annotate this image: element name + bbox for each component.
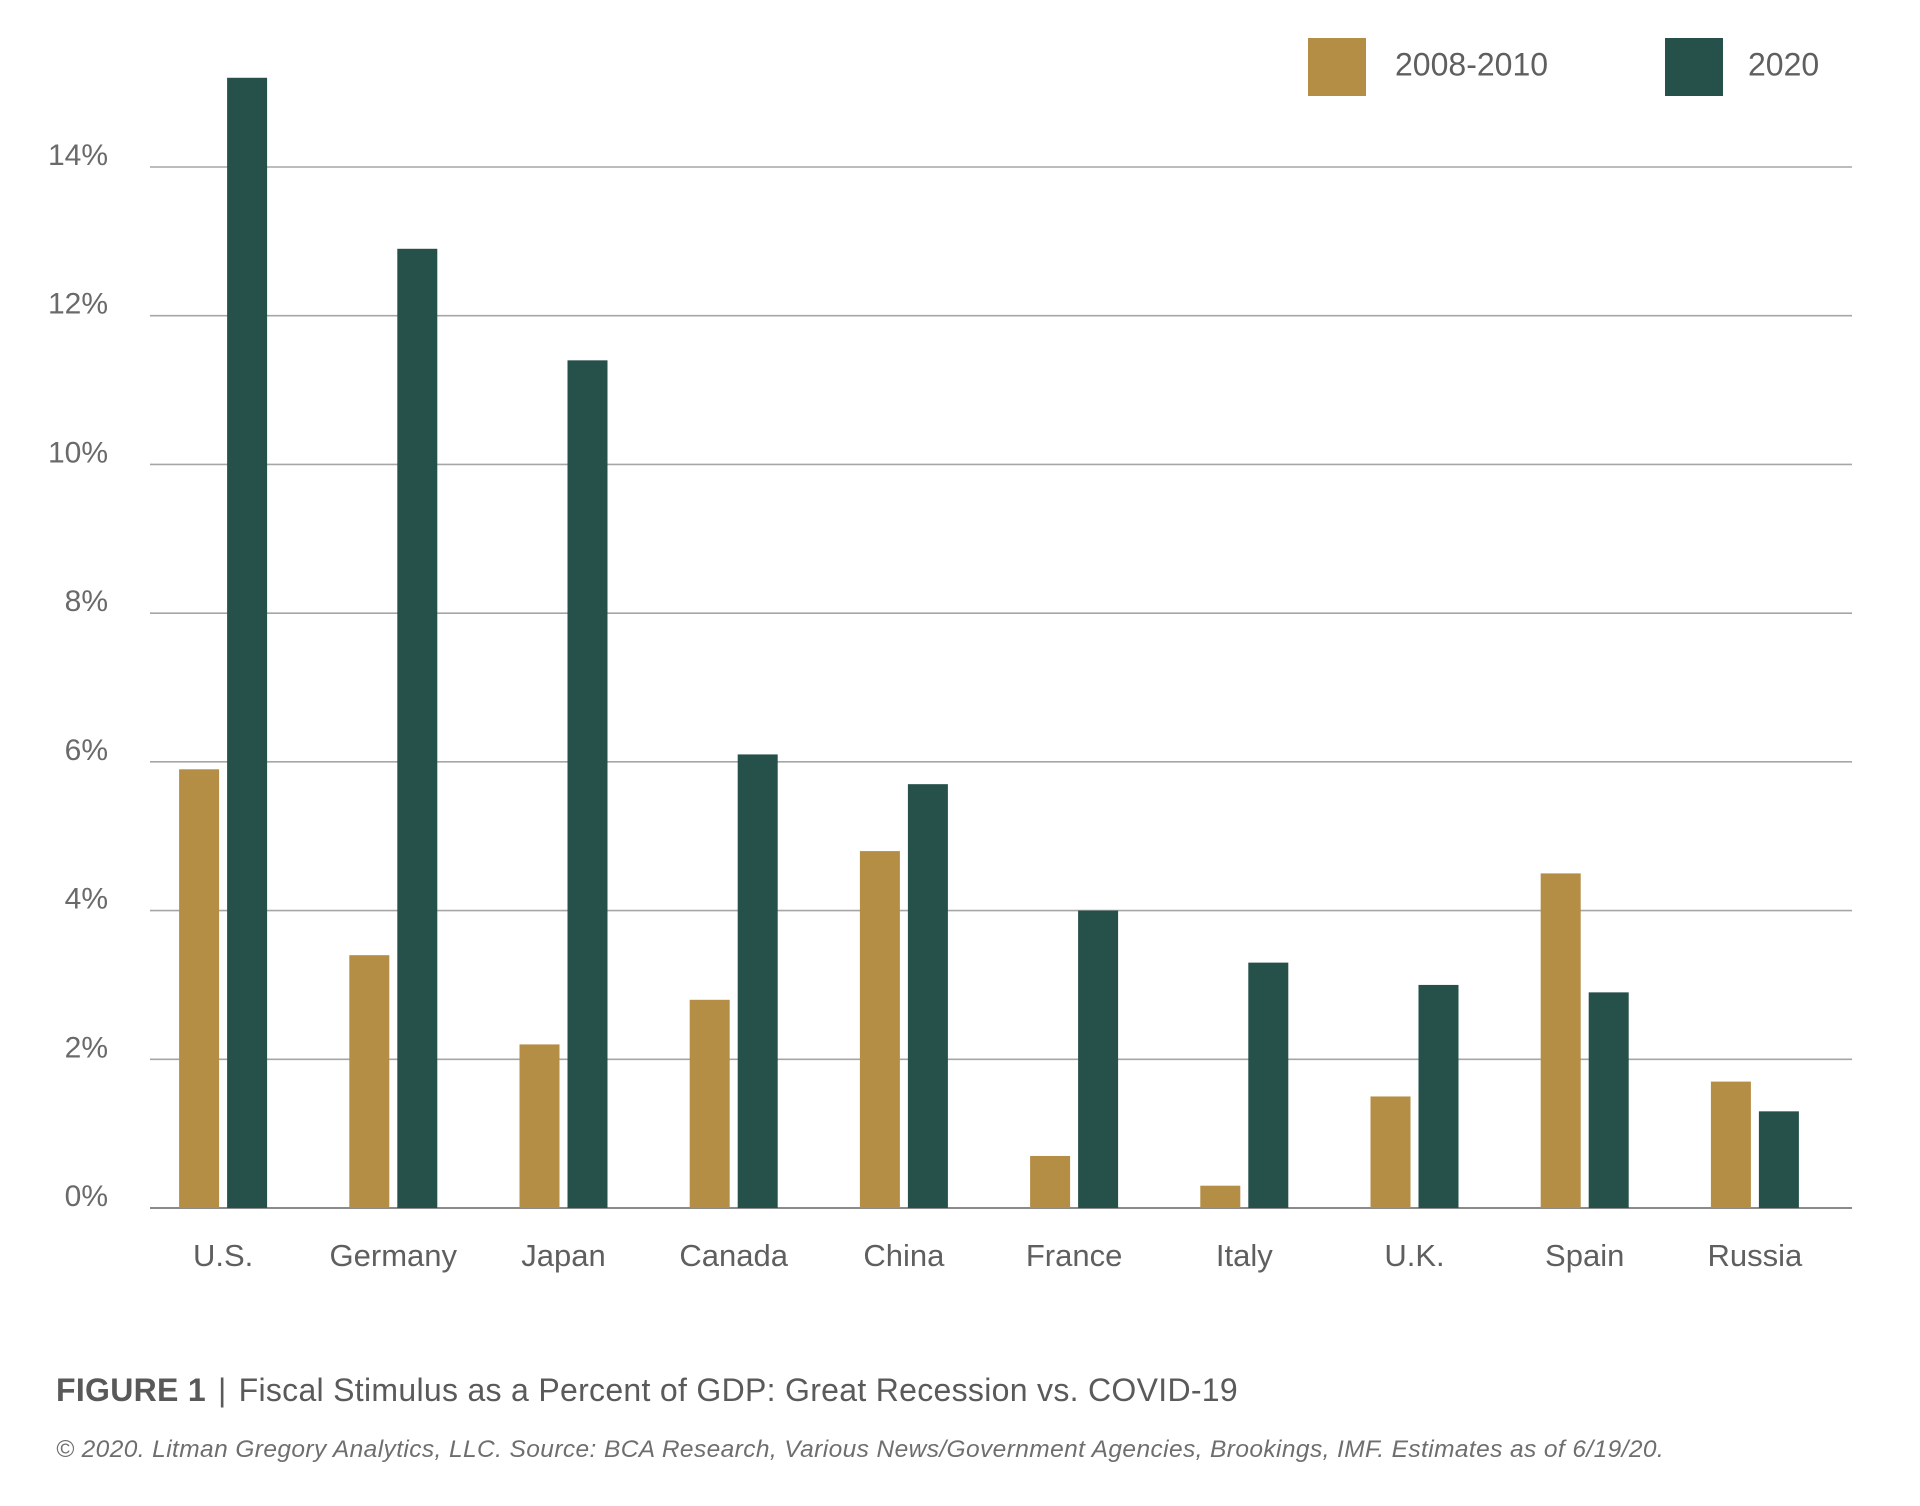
x-tick-label: U.S. bbox=[193, 1238, 253, 1273]
y-tick-label: 14% bbox=[48, 139, 108, 172]
legend-label: 2020 bbox=[1748, 46, 1819, 82]
bar-series2 bbox=[1078, 910, 1119, 1208]
figure-label: FIGURE 1 bbox=[56, 1372, 206, 1408]
legend-swatch bbox=[1308, 38, 1366, 96]
bar-series1 bbox=[689, 999, 730, 1208]
x-tick-label: Japan bbox=[521, 1238, 605, 1273]
legend-swatch bbox=[1665, 38, 1723, 96]
y-tick-label: 2% bbox=[65, 1031, 108, 1064]
bar-series2 bbox=[737, 754, 778, 1208]
bar-series1 bbox=[1200, 1185, 1241, 1208]
y-tick-label: 6% bbox=[65, 734, 108, 767]
x-tick-label: Spain bbox=[1545, 1238, 1624, 1273]
bar-series2 bbox=[397, 248, 438, 1209]
x-tick-label: Canada bbox=[679, 1238, 788, 1273]
bar-series1 bbox=[349, 955, 390, 1208]
bar-series2 bbox=[567, 360, 608, 1208]
bar-series1 bbox=[519, 1044, 560, 1208]
legend: 2008-2010 2020 bbox=[1308, 38, 1819, 96]
bars bbox=[179, 77, 1799, 1209]
bar-series1 bbox=[179, 769, 220, 1208]
x-tick-label: China bbox=[863, 1238, 945, 1273]
bar-series1 bbox=[859, 851, 900, 1208]
bar-series2 bbox=[1418, 984, 1459, 1208]
x-tick-label: Germany bbox=[330, 1238, 458, 1273]
y-tick-label: 4% bbox=[65, 883, 108, 916]
bar-series1 bbox=[1030, 1155, 1071, 1208]
x-tick-label: Italy bbox=[1216, 1238, 1273, 1273]
legend-label: 2008-2010 bbox=[1395, 46, 1548, 82]
x-tick-label: Russia bbox=[1708, 1238, 1804, 1273]
bar-series1 bbox=[1710, 1081, 1751, 1208]
y-tick-label: 8% bbox=[65, 585, 108, 618]
bar-series2 bbox=[1758, 1111, 1799, 1208]
bar-series2 bbox=[1588, 992, 1629, 1208]
bar-series2 bbox=[1248, 962, 1289, 1208]
y-tick-label: 12% bbox=[48, 288, 108, 321]
bar-series1 bbox=[1370, 1096, 1411, 1208]
figure-title: Fiscal Stimulus as a Percent of GDP: Gre… bbox=[238, 1372, 1238, 1408]
source-note: © 2020. Litman Gregory Analytics, LLC. S… bbox=[56, 1436, 1665, 1463]
bar-series2 bbox=[227, 77, 268, 1208]
y-tick-label: 10% bbox=[48, 436, 108, 469]
x-tick-label: France bbox=[1026, 1238, 1122, 1273]
figure-caption: FIGURE 1 | Fiscal Stimulus as a Percent of… bbox=[56, 1372, 1238, 1409]
axes: 0% 2% 4% 6% 8% 10% 12% 14% U.S. Germany Japan Canad… bbox=[48, 139, 1803, 1273]
caption-separator: | bbox=[217, 1372, 227, 1408]
bar-series2 bbox=[907, 784, 948, 1208]
y-tick-label: 0% bbox=[65, 1180, 108, 1213]
x-tick-label: U.K. bbox=[1384, 1238, 1444, 1273]
bar-chart: 0% 2% 4% 6% 8% 10% 12% 14% U.S. Germany Japan Canad… bbox=[48, 38, 1852, 1273]
bar-series1 bbox=[1540, 873, 1581, 1208]
